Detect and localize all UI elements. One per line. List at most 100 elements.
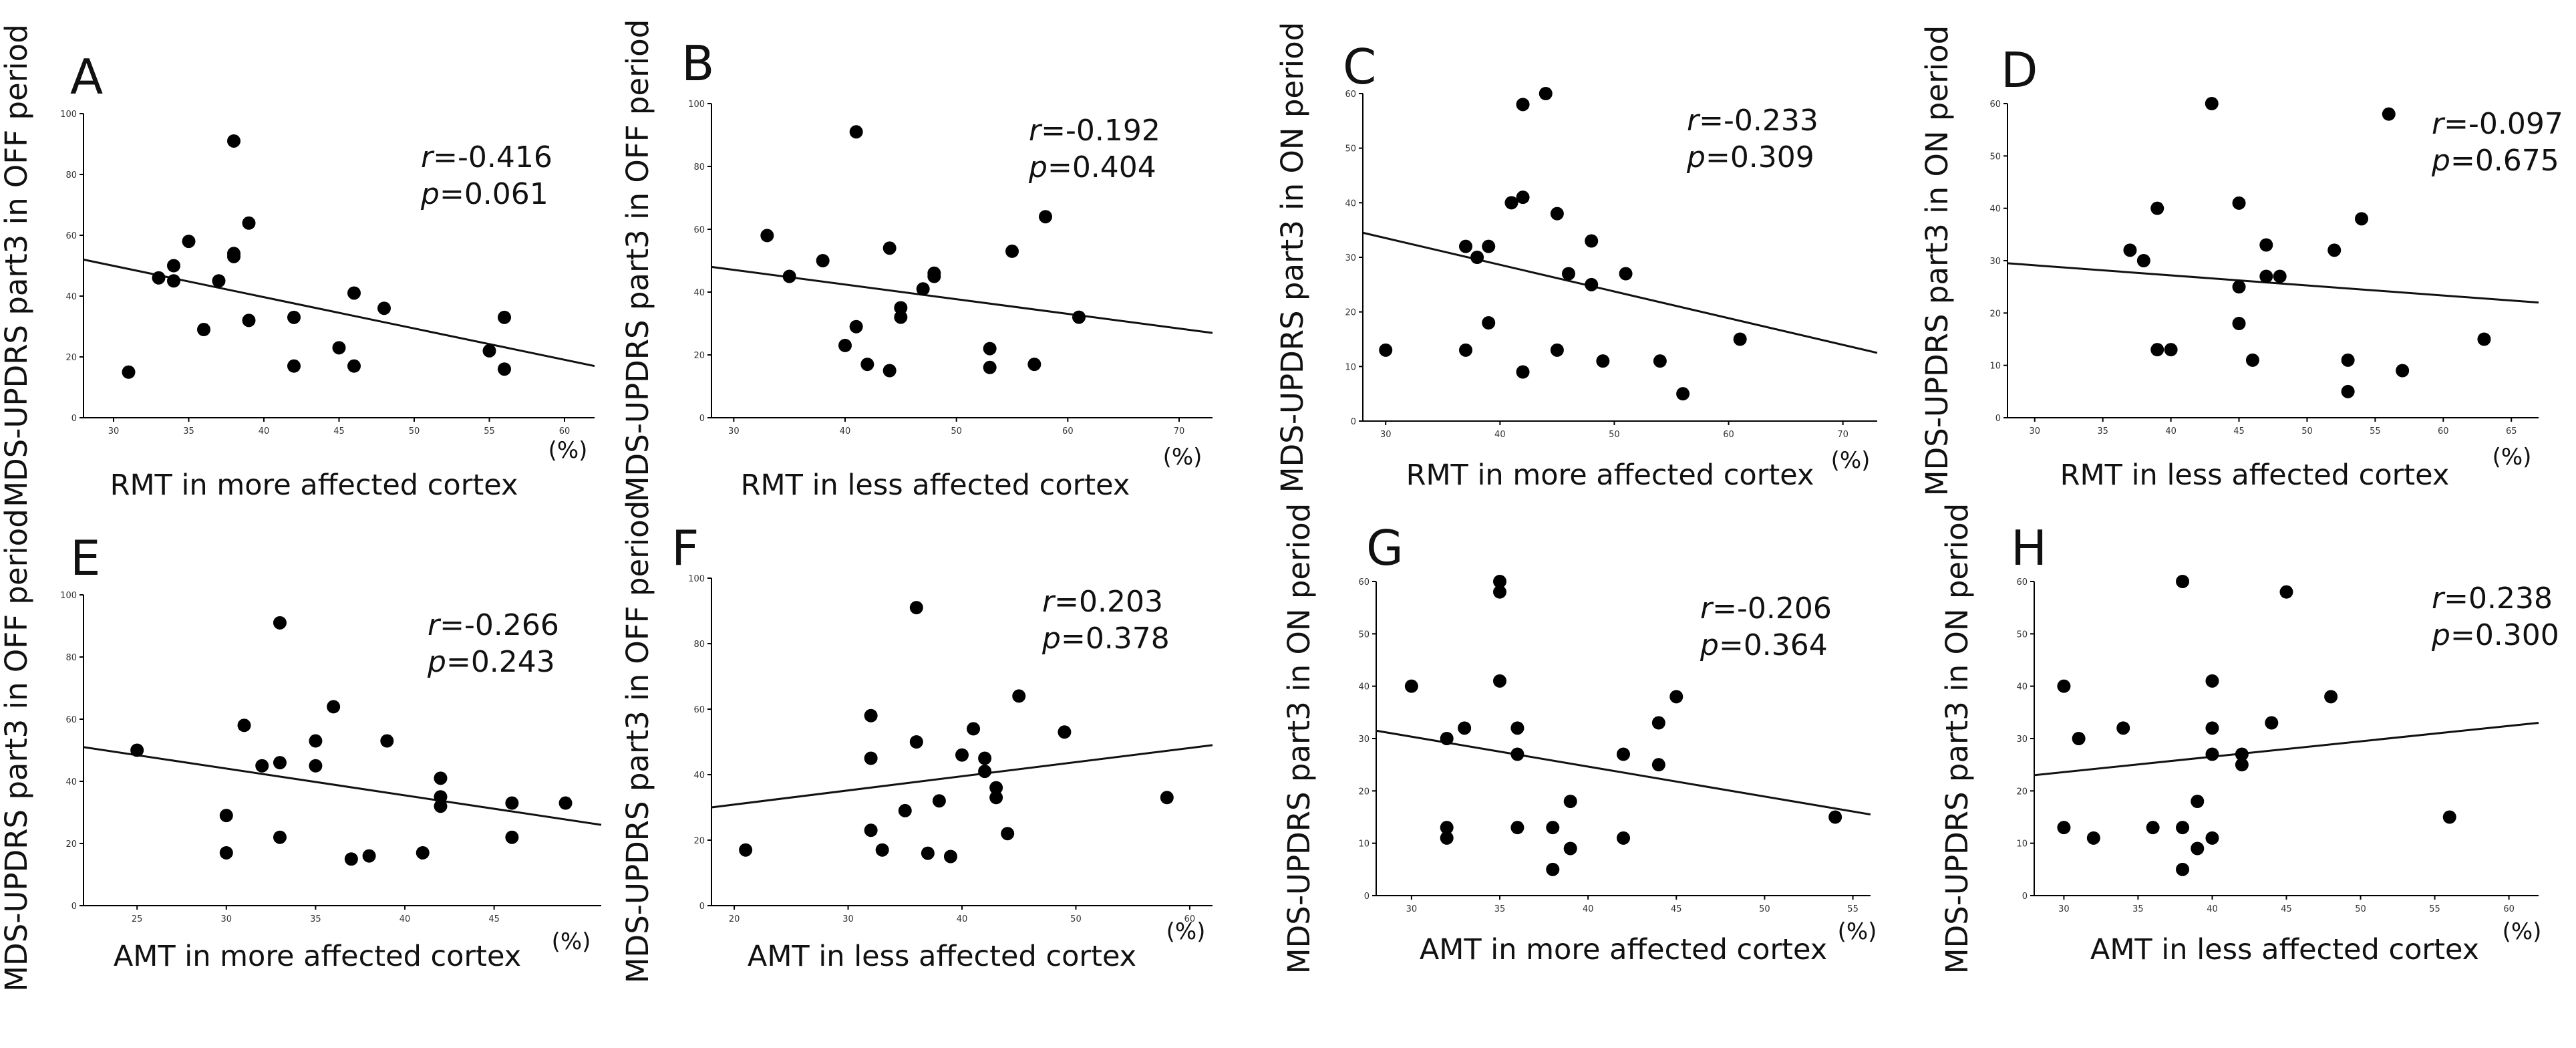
y-tick-label: 60 — [65, 231, 77, 241]
data-point — [242, 313, 256, 328]
stat-r: r=-0.206 — [1700, 592, 1832, 626]
panel-d: 0 10 20 30 40 50 60 30 35 40 45 50 55 60 65 D MDS-UPDRS … — [1919, 25, 2563, 496]
y-tick-label: 80 — [65, 653, 77, 663]
data-point — [2232, 317, 2246, 330]
data-point — [2136, 254, 2150, 267]
data-point — [909, 735, 923, 749]
y-tick-label: 20 — [65, 839, 77, 849]
y-axis-label: MDS-UPDRS part3 in ON period — [1275, 22, 1310, 493]
data-point — [505, 796, 519, 810]
y-tick-label: 100 — [688, 574, 705, 584]
data-point — [2205, 831, 2219, 845]
data-point — [344, 852, 358, 866]
data-point — [219, 845, 233, 860]
stat-r: r=-0.097 — [2432, 107, 2563, 141]
x-axis-label: AMT in more affected cortex — [1420, 933, 1827, 966]
x-tick-label: 55 — [484, 426, 495, 436]
data-point — [2341, 384, 2355, 398]
data-point — [152, 271, 166, 285]
data-point — [1470, 251, 1484, 264]
data-point — [2327, 243, 2342, 257]
y-tick-label: 0 — [1351, 417, 1356, 427]
data-point — [498, 362, 511, 376]
y-tick-label: 10 — [1345, 362, 1356, 372]
data-point — [849, 125, 863, 139]
data-point — [1550, 207, 1564, 221]
data-point — [916, 282, 930, 296]
data-point — [1546, 821, 1560, 835]
x-tick-label: 30 — [2058, 904, 2070, 914]
data-point — [2116, 721, 2130, 735]
x-axis-label: RMT in more affected cortex — [1406, 458, 1814, 492]
data-point — [287, 359, 301, 373]
x-tick-label: 60 — [1062, 426, 1074, 436]
data-point — [1619, 267, 1633, 281]
regression-line — [711, 744, 1213, 809]
x-tick-label: 30 — [2029, 426, 2040, 436]
stat-p: p=0.243 — [427, 645, 555, 679]
y-tick-label: 40 — [65, 777, 77, 787]
data-point — [1440, 732, 1454, 745]
x-tick-label: 45 — [2281, 904, 2292, 914]
x-tick-label: 45 — [1671, 904, 1682, 914]
data-point — [1458, 721, 1472, 735]
panel-letter: B — [681, 35, 714, 92]
data-point — [2176, 821, 2190, 835]
data-point — [1072, 310, 1086, 324]
data-point — [2279, 585, 2293, 599]
data-point — [1379, 343, 1393, 357]
x-axis-label: AMT in more affected cortex — [114, 940, 521, 973]
x-tick-label: 55 — [1847, 904, 1859, 914]
data-point — [273, 616, 287, 630]
data-point — [1005, 244, 1019, 258]
y-tick-label: 40 — [1989, 205, 2001, 215]
data-point — [167, 274, 180, 288]
regression-line — [2034, 722, 2539, 777]
data-point — [255, 759, 269, 773]
y-tick-label: 60 — [693, 225, 705, 235]
x-tick-label: 30 — [221, 914, 232, 924]
panel-a: 0 20 40 60 80 100 30 35 40 45 50 55 60 A MDS-UPDRS par… — [0, 24, 595, 507]
data-point — [1617, 747, 1630, 761]
data-point — [167, 259, 180, 273]
y-tick-label: 20 — [2016, 787, 2028, 797]
data-point — [978, 751, 992, 765]
data-point — [227, 134, 240, 148]
panel-f: 0 20 40 60 80 100 20 30 40 50 60 F MDS-UPDRS part3 i… — [620, 501, 1213, 983]
y-tick-label: 100 — [60, 110, 77, 120]
panel-letter: D — [2001, 42, 2038, 98]
unit-label: (%) — [1831, 447, 1871, 474]
data-point — [1058, 725, 1072, 739]
unit-label: (%) — [1166, 918, 1206, 945]
y-tick-label: 40 — [1358, 682, 1370, 692]
data-point — [2232, 280, 2246, 294]
x-tick-label: 40 — [2207, 904, 2218, 914]
data-point — [2382, 107, 2396, 121]
x-tick-label: 40 — [259, 426, 270, 436]
x-axis-label: AMT in less affected cortex — [2090, 933, 2479, 966]
x-axis-label: RMT in more affected cortex — [110, 469, 518, 502]
data-point — [921, 846, 935, 860]
data-point — [2396, 364, 2410, 378]
data-point — [932, 794, 946, 808]
data-point — [347, 286, 361, 300]
x-tick-label: 30 — [1406, 904, 1418, 914]
data-point — [273, 756, 287, 770]
x-tick-label: 55 — [2370, 426, 2381, 436]
data-point — [1001, 827, 1015, 841]
data-point — [2324, 690, 2338, 704]
data-point — [782, 269, 796, 283]
data-point — [2191, 795, 2205, 808]
regression-line — [83, 746, 602, 826]
x-tick-label: 45 — [488, 914, 500, 924]
data-point — [978, 765, 992, 779]
y-axis-label: MDS-UPDRS part3 in ON period — [1919, 25, 1955, 496]
data-point — [309, 734, 323, 748]
data-point — [1510, 721, 1524, 735]
data-point — [122, 365, 136, 379]
data-point — [2245, 353, 2259, 367]
x-tick-label: 35 — [2132, 904, 2144, 914]
data-point — [2176, 575, 2190, 588]
stat-r: r=0.238 — [2432, 581, 2553, 616]
